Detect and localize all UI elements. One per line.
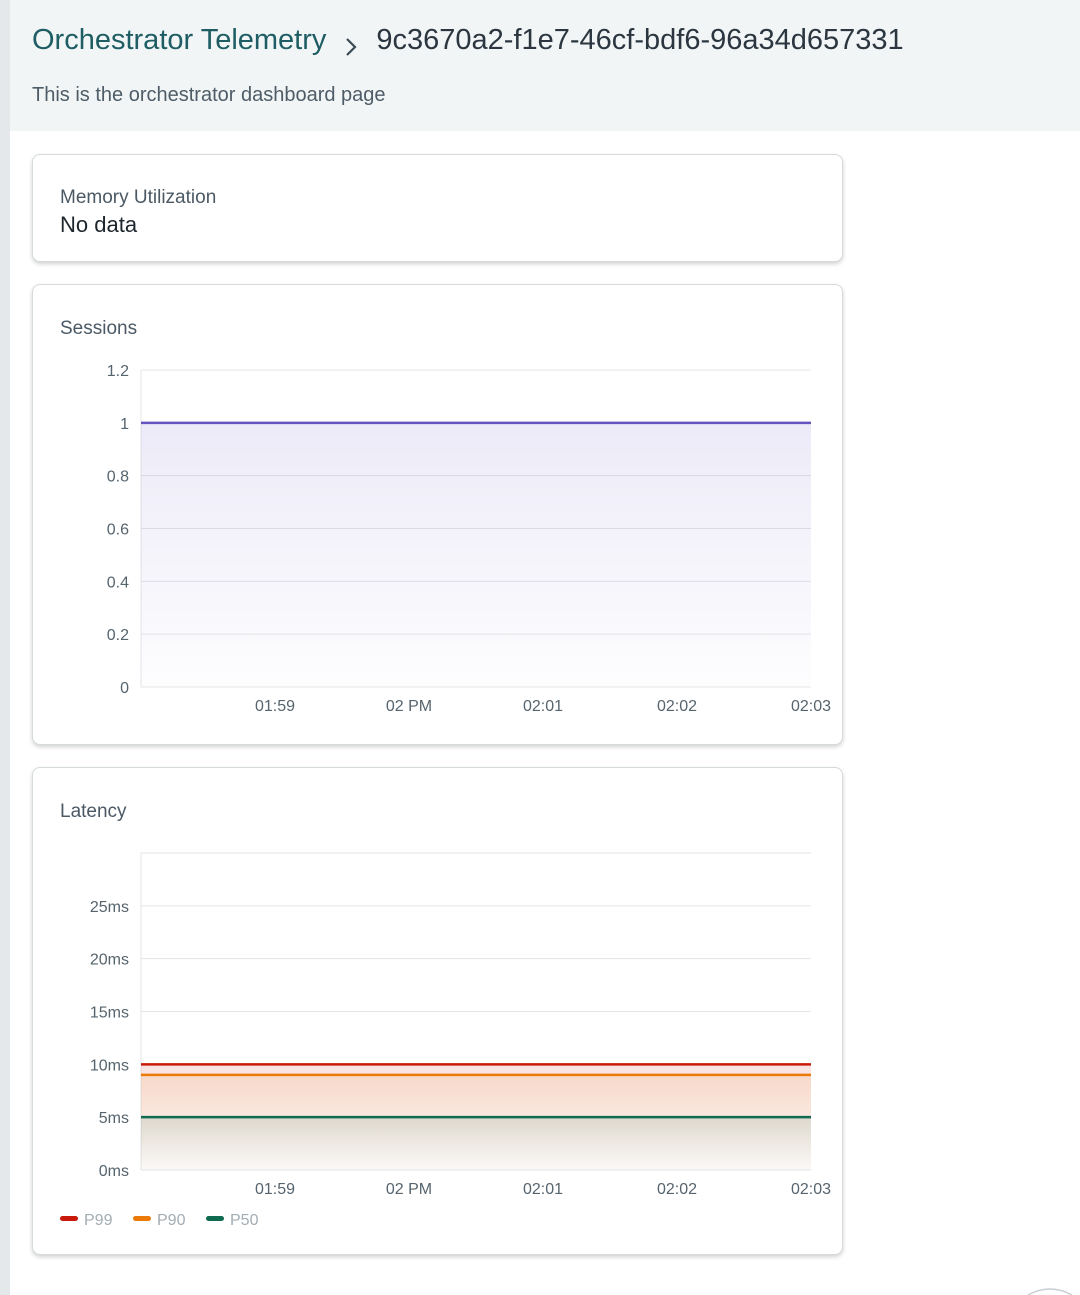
sessions-title: Sessions [60, 318, 138, 339]
memory-utilization-value: No data [60, 212, 138, 237]
latency-y-tick-label: 15ms [90, 1005, 129, 1022]
sessions-y-tick-label: 0.6 [107, 522, 129, 539]
breadcrumb-link-orchestrator-telemetry[interactable]: Orchestrator Telemetry [32, 24, 327, 56]
latency-x-tick-label: 02:02 [657, 1181, 697, 1198]
sessions-area-series [141, 422, 811, 687]
sessions-y-tick-label: 0.8 [107, 469, 129, 486]
latency-y-tick-label: 0ms [99, 1163, 129, 1180]
latency-card: Latency 0ms 5ms 10ms 15ms 20ms 25ms 01:59 02 PM… [32, 767, 843, 1255]
page-header: Orchestrator Telemetry 9c3670a2-f1e7-46c… [10, 0, 1080, 131]
latency-y-tick-label: 10ms [90, 1057, 129, 1074]
sessions-y-tick-label: 0.2 [107, 627, 129, 644]
sessions-x-tick-label: 01:59 [255, 698, 295, 715]
breadcrumb-current-id: 9c3670a2-f1e7-46cf-bdf6-96a34d657331 [376, 24, 904, 56]
chevron-right-icon [340, 29, 362, 56]
sessions-x-tick-label: 02:03 [791, 698, 831, 715]
latency-y-tick-label: 5ms [99, 1110, 129, 1127]
sessions-chart: 0 0.2 0.4 0.6 0.8 1 1.2 01:59 02 PM 02:01 02:02 02:… [107, 363, 831, 715]
left-rail [0, 0, 10, 1295]
legend-swatch-p50 [206, 1216, 224, 1221]
sessions-y-tick-label: 0 [120, 680, 129, 697]
memory-utilization-title: Memory Utilization [60, 187, 217, 208]
page-subtitle: This is the orchestrator dashboard page [32, 84, 386, 106]
sessions-x-tick-label: 02:02 [657, 698, 697, 715]
sessions-x-tick-label: 02 PM [386, 698, 432, 715]
latency-x-tick-label: 02:03 [791, 1181, 831, 1198]
memory-utilization-card: Memory Utilization No data [32, 154, 843, 262]
legend-swatch-p90 [133, 1216, 151, 1221]
sessions-y-tick-label: 1.2 [107, 363, 129, 380]
latency-x-tick-label: 02:01 [523, 1181, 563, 1198]
latency-y-tick-label: 20ms [90, 952, 129, 969]
legend-label-p90: P90 [157, 1212, 186, 1229]
sessions-x-tick-label: 02:01 [523, 698, 563, 715]
legend-item-p90: P90 [133, 1212, 186, 1229]
latency-x-tick-label: 02 PM [386, 1181, 432, 1198]
sessions-y-tick-label: 0.4 [107, 574, 129, 591]
legend-label-p50: P50 [230, 1212, 259, 1229]
latency-chart: 0ms 5ms 10ms 15ms 20ms 25ms 01:59 02 PM 02:01 02:… [60, 852, 831, 1229]
sessions-card: Sessions 0 0.2 0.4 0.6 0.8 1 1.2 01:59 02 PM 02:0… [32, 284, 843, 745]
legend-swatch-p99 [60, 1216, 78, 1221]
latency-y-tick-label: 25ms [90, 899, 129, 916]
scroll-indicator [1027, 1288, 1073, 1295]
legend-item-p99: P99 [60, 1212, 113, 1229]
legend-label-p99: P99 [84, 1212, 113, 1229]
sessions-y-tick-label: 1 [120, 416, 129, 433]
legend-item-p50: P50 [206, 1212, 259, 1229]
breadcrumb: Orchestrator Telemetry 9c3670a2-f1e7-46c… [32, 20, 904, 60]
latency-x-tick-label: 01:59 [255, 1181, 295, 1198]
latency-area-p50 [141, 1117, 811, 1170]
latency-title: Latency [60, 801, 127, 822]
